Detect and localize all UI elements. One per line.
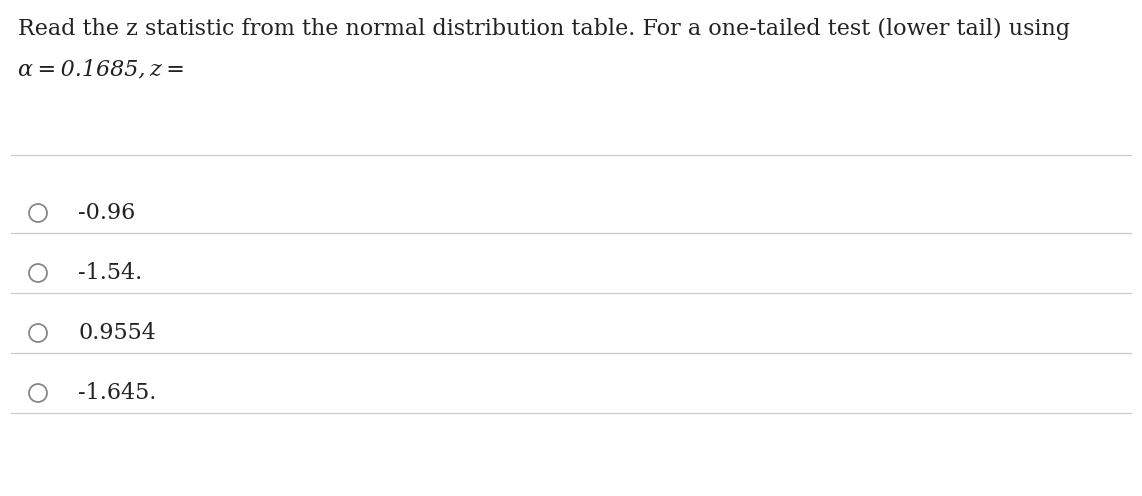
Text: -1.54.: -1.54. bbox=[78, 262, 143, 284]
Text: -1.645.: -1.645. bbox=[78, 382, 156, 404]
Text: 0.9554: 0.9554 bbox=[78, 322, 155, 344]
Text: -0.96: -0.96 bbox=[78, 202, 135, 224]
Text: Read the z statistic from the normal distribution table. For a one-tailed test (: Read the z statistic from the normal dis… bbox=[18, 18, 1070, 40]
Text: α = 0.1685, z =: α = 0.1685, z = bbox=[18, 58, 185, 80]
